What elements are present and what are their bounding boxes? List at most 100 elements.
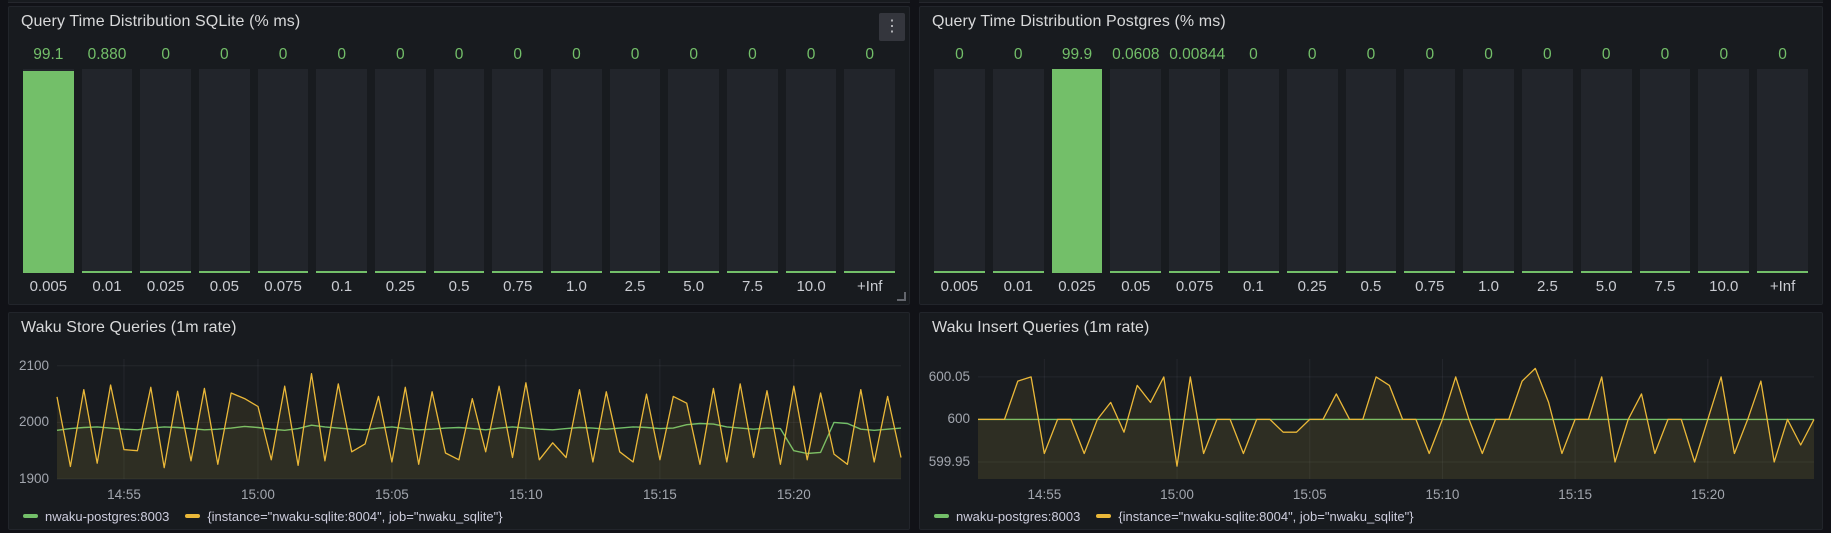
bar-fill (934, 271, 985, 273)
histogram-bucket: 0 5.0 (668, 43, 720, 298)
panel-menu-button[interactable]: ⋮ (879, 13, 905, 41)
bucket-value: 0 (396, 46, 405, 63)
histogram-bucket: 0 0.5 (433, 43, 485, 298)
bucket-label: 0.1 (331, 278, 353, 295)
panel-header: Query Time Distribution SQLite (% ms) (9, 7, 909, 37)
bucket-label: 0.75 (503, 278, 533, 295)
bar (992, 69, 1044, 273)
bucket-value: 0 (1484, 46, 1493, 63)
bar (1286, 69, 1338, 273)
legend-swatch-icon (185, 514, 201, 518)
bucket-label: 0.075 (264, 278, 302, 295)
bar (23, 69, 74, 273)
histogram-bucket: 0 0.25 (375, 43, 426, 298)
bar-fill (257, 271, 309, 273)
bar (199, 69, 250, 273)
histogram-bucket: 0 0.005 (934, 43, 985, 298)
bucket-value: 99.9 (1061, 46, 1093, 63)
bar (668, 69, 720, 273)
bucket-value: 0 (1013, 46, 1023, 63)
bar-fill (1169, 271, 1220, 273)
bucket-label: 0.1 (1242, 278, 1264, 295)
legend-item[interactable]: nwaku-postgres:8003 (23, 509, 169, 524)
bucket-label: 0.25 (385, 278, 415, 295)
bucket-label: 0.025 (1058, 278, 1096, 295)
bucket-value: 99.1 (33, 46, 64, 63)
series-line-1 (978, 367, 1815, 467)
x-tick-label: 15:00 (241, 487, 275, 502)
bar-fill (1286, 271, 1338, 273)
bar-fill (1639, 271, 1691, 273)
histogram-bucket: 0 0.1 (1227, 43, 1279, 298)
bar (785, 69, 837, 273)
panel-header: Waku Insert Queries (1m rate) (920, 313, 1822, 343)
legend-label: nwaku-postgres:8003 (45, 508, 170, 524)
kebab-menu-icon: ⋮ (884, 18, 900, 35)
legend-label: {instance="nwaku-sqlite:8004", job="nwak… (207, 508, 503, 524)
histogram-bucket: 0 0.75 (1404, 43, 1456, 298)
panel-title[interactable]: Query Time Distribution SQLite (% ms) (21, 13, 301, 30)
bar (1110, 69, 1162, 273)
legend-item[interactable]: nwaku-postgres:8003 (934, 509, 1080, 524)
bar-fill (844, 271, 896, 273)
legend-item[interactable]: {instance="nwaku-sqlite:8004", job="nwak… (185, 508, 503, 524)
bucket-value: 0 (1601, 46, 1611, 63)
bar-fill (1227, 271, 1279, 273)
bucket-label: 5.0 (683, 278, 705, 295)
bucket-value: 0 (630, 46, 640, 63)
bucket-label: 5.0 (1595, 278, 1617, 295)
bar-fill (1345, 271, 1397, 273)
bucket-label: 0.05 (209, 278, 239, 295)
bar-fill (375, 271, 426, 273)
legend: nwaku-postgres:8003 {instance="nwaku-sqli… (934, 506, 1814, 526)
bucket-value: 0 (278, 46, 288, 63)
panel-title[interactable]: Waku Store Queries (1m rate) (21, 319, 237, 336)
bar (1521, 69, 1573, 273)
y-tick-label: 2100 (18, 357, 49, 373)
panel-query-time-sqlite: Query Time Distribution SQLite (% ms) ⋮ … (8, 6, 910, 305)
bar (844, 69, 896, 273)
bucket-value: 0 (337, 46, 346, 63)
legend-item[interactable]: {instance="nwaku-sqlite:8004", job="nwak… (1096, 509, 1414, 524)
bucket-label: 10.0 (1709, 278, 1739, 295)
panel-waku-store-queries: Waku Store Queries (1m rate) 2100 2000 190… (8, 312, 910, 530)
histogram-bucket: 0 +Inf (1757, 43, 1808, 298)
bar-fill (1463, 271, 1514, 273)
bar-fill (609, 271, 661, 273)
bucket-label: 0.05 (1121, 278, 1151, 295)
bucket-value: 0.880 (87, 46, 127, 63)
bar-fill (1521, 271, 1573, 273)
bar-fill (140, 271, 192, 273)
bar-fill (1110, 271, 1162, 273)
histogram-bucket: 0.880 0.01 (81, 43, 133, 298)
y-tick-label: 600.05 (928, 368, 970, 384)
panel-title[interactable]: Waku Insert Queries (1m rate) (932, 319, 1150, 336)
histogram-bucket: 0 +Inf (844, 43, 896, 298)
chart-svg (56, 359, 902, 480)
bucket-label: 0.75 (1415, 278, 1445, 295)
x-tick-label: 15:20 (1690, 487, 1725, 502)
y-tick-label: 600 (947, 411, 970, 427)
panel-title[interactable]: Query Time Distribution Postgres (% ms) (932, 13, 1226, 30)
legend-swatch-icon (1096, 514, 1112, 518)
bucket-label: 7.5 (1654, 278, 1676, 295)
bar (492, 69, 544, 273)
bucket-value: 0.00844 (1169, 46, 1226, 63)
y-tick-label: 2000 (18, 414, 49, 430)
plot-area[interactable] (978, 359, 1815, 479)
bucket-label: 0.005 (940, 278, 979, 295)
plot-area[interactable] (56, 359, 902, 480)
histogram-bucket: 0 0.01 (992, 43, 1044, 298)
bar-fill (199, 271, 250, 273)
bucket-label: +Inf (1769, 278, 1796, 295)
histogram-bucket: 0 1.0 (551, 43, 602, 298)
x-tick-label: 15:10 (1425, 487, 1460, 502)
histogram-bucket: 0 10.0 (1698, 43, 1750, 298)
panel-above-remnant-right (919, 0, 1823, 3)
resize-handle[interactable] (897, 292, 906, 301)
y-tick-label: 1900 (18, 471, 49, 486)
histogram-bucket: 0 0.75 (492, 43, 544, 298)
histogram-bucket: 0 0.075 (257, 43, 309, 298)
histogram-bucket: 99.1 0.005 (23, 43, 74, 298)
bucket-value: 0 (161, 46, 170, 63)
